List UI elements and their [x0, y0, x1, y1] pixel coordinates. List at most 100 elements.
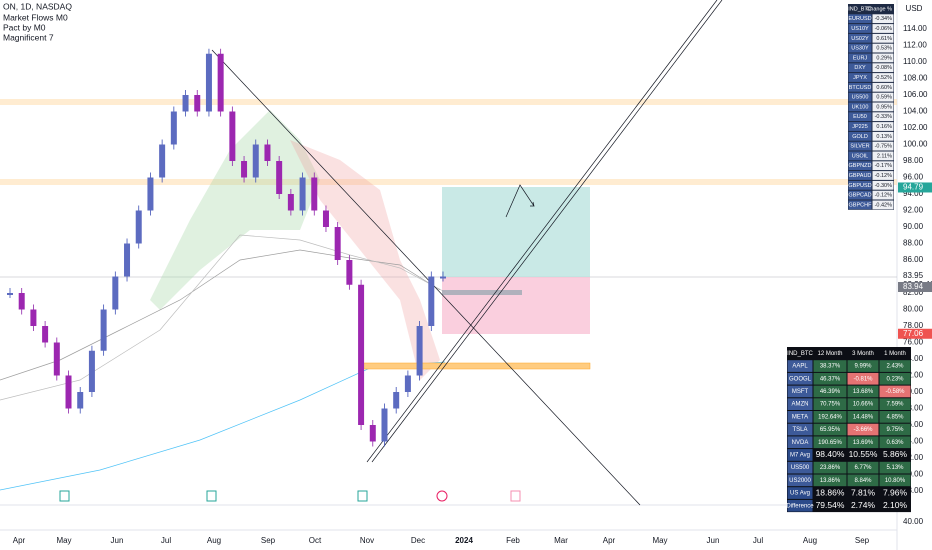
- table-symbol: NVDA: [792, 440, 809, 446]
- price-tick-label: 104.00: [903, 107, 928, 116]
- table-change: -0.12%: [875, 173, 893, 179]
- table-cell: [872, 151, 894, 161]
- candle: [194, 95, 201, 112]
- candle: [346, 260, 353, 285]
- table-value: 0.63%: [886, 440, 904, 446]
- table-cell: [848, 102, 872, 112]
- table-symbol: BTCUSD: [849, 85, 872, 91]
- table-value: 4.85%: [886, 414, 904, 420]
- table-change: 0.13%: [876, 134, 892, 140]
- table-change: 0.16%: [876, 124, 892, 130]
- table-cell: [872, 53, 894, 63]
- table-change: -0.12%: [875, 193, 893, 199]
- price-tick-label: 66.00: [903, 420, 924, 429]
- table-symbol: US2000: [789, 478, 811, 484]
- table-cell: [813, 436, 847, 449]
- table-symbol: AMZN: [792, 402, 809, 408]
- table-cell: [787, 385, 813, 398]
- table-cell: [847, 487, 879, 499]
- table-symbol: GOLD: [852, 134, 868, 140]
- table-change: 0.60%: [876, 85, 892, 91]
- table-cell: [879, 474, 911, 487]
- candle: [311, 177, 318, 211]
- time-tick-label: Dec: [411, 536, 425, 545]
- moving-average: [0, 249, 441, 381]
- table-cell: [787, 474, 813, 487]
- table-cell: [872, 190, 894, 200]
- table-value: 6.77%: [854, 465, 872, 471]
- time-tick-label: Jun: [707, 536, 720, 545]
- table-cell: [813, 385, 847, 398]
- price-tick-label: 62.00: [903, 453, 924, 462]
- table-cell: [848, 53, 872, 63]
- lower-pane-tick: 40.00: [903, 517, 924, 526]
- price-marker: [898, 270, 932, 281]
- candle: [334, 227, 341, 260]
- table-value: 10.55%: [849, 449, 878, 459]
- table-cell: [848, 180, 872, 190]
- price-tick-label: 86.00: [903, 255, 924, 264]
- table-change: 0.53%: [876, 46, 892, 52]
- table-value: 7.81%: [851, 487, 876, 497]
- table-value: 70.75%: [820, 402, 841, 408]
- resistance-zone: [0, 179, 897, 185]
- table-header: 12 Month: [817, 351, 842, 357]
- candle: [241, 161, 248, 178]
- price-tick-label: 106.00: [903, 90, 928, 99]
- table-cell: [848, 24, 872, 33]
- table-symbol: EU50: [853, 114, 867, 120]
- table-cell: [787, 360, 813, 372]
- earnings-icon[interactable]: [59, 490, 70, 502]
- table-cell: [872, 200, 894, 210]
- table-cell: [879, 423, 911, 436]
- candle: [7, 293, 13, 295]
- price-tick-label: 100.00: [903, 140, 928, 149]
- candle: [88, 350, 95, 392]
- table-cell: [848, 151, 872, 161]
- table-value: 18.86%: [816, 487, 845, 497]
- time-tick-label: Apr: [13, 536, 26, 545]
- table-value: -0.58%: [885, 389, 905, 395]
- dividend-icon[interactable]: [436, 490, 448, 502]
- table-header: IND_BTC: [787, 351, 813, 357]
- table-cell: [872, 171, 894, 180]
- table-change: -0.08%: [875, 65, 893, 71]
- channel-line: [366, 0, 718, 463]
- table-value: 2.10%: [883, 500, 908, 510]
- price-tick-label: 70.00: [903, 387, 924, 396]
- table-value: 13.68%: [853, 389, 874, 395]
- target-zone: [442, 187, 590, 277]
- currency[interactable]: USD: [906, 4, 923, 13]
- table-cell: [813, 360, 847, 372]
- table-cell: [879, 411, 911, 423]
- symbol-title: ON, 1D, NASDAQ: [3, 1, 72, 11]
- table-cell: [848, 112, 872, 122]
- price-marker: [898, 281, 932, 292]
- table-value: 7.59%: [886, 402, 904, 408]
- candle: [77, 392, 84, 409]
- table-symbol: M7 Avg: [790, 453, 810, 459]
- time-tick-label: Feb: [506, 536, 520, 545]
- candle: [217, 53, 224, 112]
- table-change: 0.61%: [876, 36, 892, 42]
- table-cell: [847, 411, 879, 423]
- table-cell: [848, 141, 872, 151]
- table-symbol: EURUSD: [848, 16, 871, 22]
- table-value: 9.75%: [886, 427, 904, 433]
- table-symbol: META: [792, 414, 808, 420]
- table-symbol: US500: [791, 465, 810, 471]
- time-tick-label: Jul: [753, 536, 763, 545]
- table-value: -0.81%: [853, 376, 873, 382]
- earnings-icon[interactable]: [206, 490, 217, 502]
- price-tick-label: 74.00: [903, 354, 924, 363]
- table-cell: [847, 360, 879, 372]
- table-symbol: TSLA: [792, 427, 807, 433]
- candle: [100, 309, 107, 351]
- time-tick-label: Apr: [603, 536, 616, 545]
- table-cell: [872, 82, 894, 92]
- earnings-icon[interactable]: [357, 490, 368, 502]
- table-cell: [879, 487, 911, 499]
- table-cell: [848, 92, 872, 102]
- time-tick-label: Aug: [207, 536, 221, 545]
- earnings-icon[interactable]: [510, 490, 521, 502]
